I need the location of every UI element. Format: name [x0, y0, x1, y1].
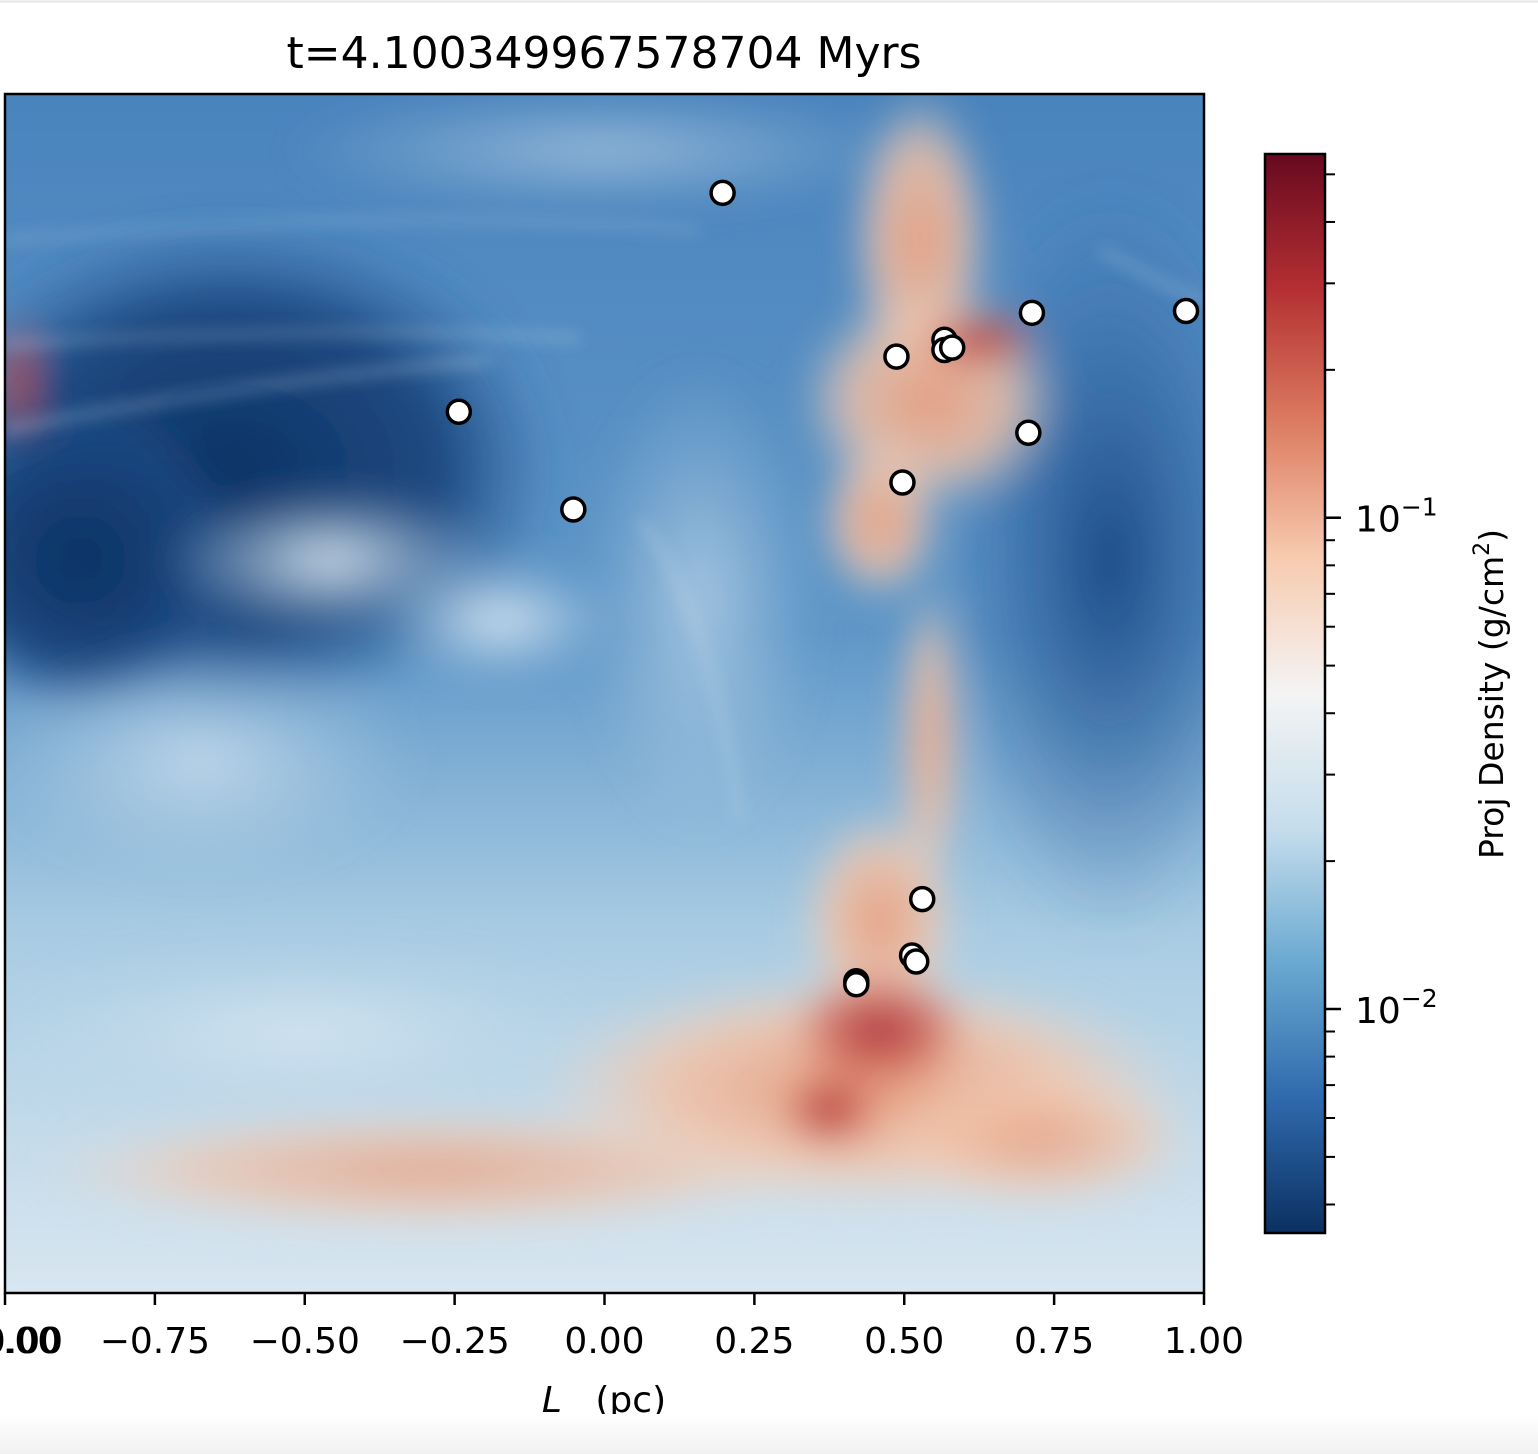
x-tick-label: −0.25	[399, 1321, 509, 1362]
colorbar-label: Proj Density (g/cm2)	[1470, 529, 1511, 859]
density-field-structure	[5, 94, 1204, 1230]
colorbar-tick-label: 10−1	[1355, 493, 1438, 541]
particle-marker	[560, 496, 587, 523]
x-tick-label: 0.50	[864, 1321, 944, 1362]
particle-markers	[445, 179, 1200, 998]
x-tick-label: −0.75	[100, 1321, 210, 1362]
colorbar-label-end: )	[1472, 529, 1511, 542]
particle-marker	[1172, 297, 1200, 325]
particle-marker	[883, 343, 910, 370]
x-axis-label-symbol: L	[542, 1380, 562, 1421]
x-tick-label: 0.00	[564, 1321, 644, 1362]
colorbar: 10−2 10−1	[1263, 152, 1438, 1235]
particle-marker	[445, 398, 473, 425]
colorbar-gradient	[1265, 154, 1325, 1233]
colorbar-label-text: Proj Density (g/cm	[1472, 556, 1511, 859]
colorbar-frame	[1263, 152, 1327, 1235]
density-map	[5, 94, 1204, 1293]
x-tick-label: 1.00	[1164, 1321, 1244, 1362]
particle-marker	[938, 334, 966, 361]
x-axis: −1.00 −0.75 −0.50 −0.25 0.00 0.25 0.50 0.75 1.00…	[0, 1293, 1244, 1362]
bottom-edge-fade	[0, 1414, 1538, 1454]
particle-marker	[889, 469, 916, 496]
x-tick-label: 0.75	[1014, 1321, 1094, 1362]
x-tick-label: 0.25	[714, 1321, 794, 1362]
particle-marker	[709, 179, 736, 207]
particle-marker	[843, 971, 870, 998]
colorbar-tick-label: 10−2	[1355, 984, 1438, 1032]
colorbar-label-superscript: 2	[1470, 542, 1495, 556]
colorbar-ticks: 10−2 10−1	[1325, 173, 1438, 1206]
x-tick-label-overlap: 0.00	[0, 1321, 63, 1362]
density-field-filaments	[5, 218, 1204, 821]
particle-marker	[1015, 419, 1042, 446]
particle-marker	[908, 885, 936, 913]
chart-title: t=4.100349967578704 Myrs	[286, 28, 921, 79]
x-tick-label: −1.00	[0, 1321, 60, 1362]
particle-marker	[1018, 299, 1046, 327]
x-tick-label: −0.50	[250, 1321, 360, 1362]
particle-marker	[902, 948, 930, 975]
